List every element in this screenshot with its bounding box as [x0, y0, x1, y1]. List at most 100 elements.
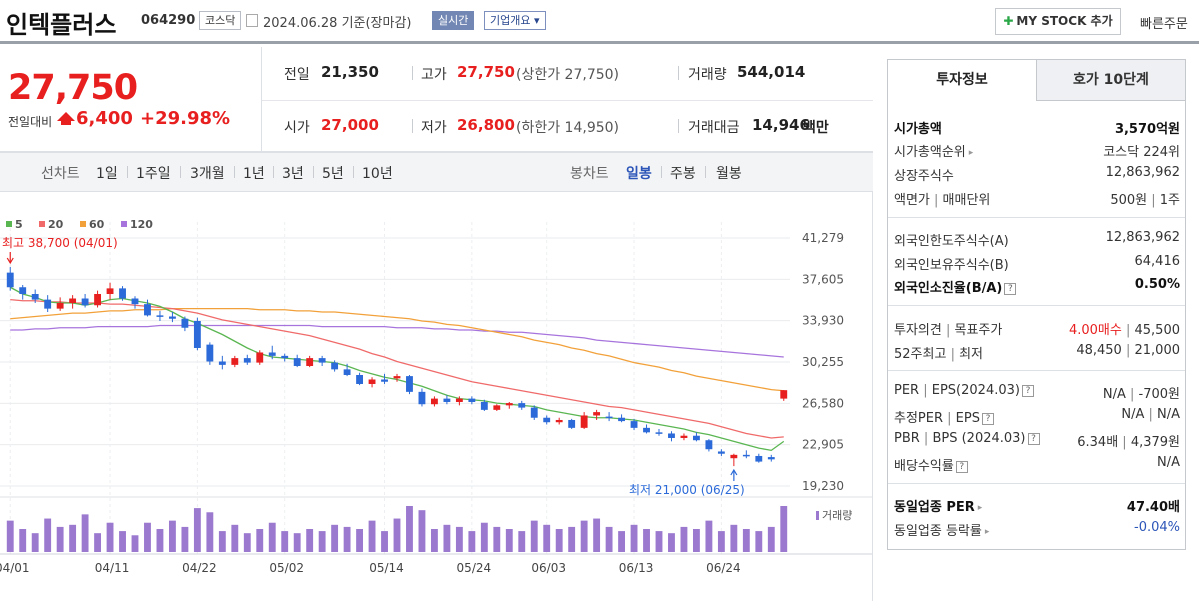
y-tick-label: 26,580 — [802, 396, 844, 410]
open-value: 27,000 — [321, 116, 379, 134]
help-icon[interactable]: ? — [1027, 433, 1040, 445]
w52-high-label: 52주최고 — [894, 347, 947, 362]
divider — [678, 66, 679, 80]
tab-5y[interactable]: 5년 — [322, 166, 344, 182]
opinion-value: 4.00매수 — [1068, 323, 1122, 338]
divider — [412, 119, 413, 133]
y-tick-label: 30,255 — [802, 355, 844, 369]
volume-bar — [243, 533, 251, 552]
candle-body — [555, 419, 563, 423]
y-tick-label: 19,230 — [802, 479, 844, 493]
plus-icon: ✚ — [1003, 14, 1014, 28]
volume-bar — [231, 524, 239, 552]
x-tick-label: 04/01 — [0, 561, 30, 575]
candle-body — [455, 398, 463, 402]
x-tick-label: 05/02 — [269, 561, 304, 575]
volume-bar — [31, 533, 39, 552]
x-tick-label: 05/14 — [369, 561, 404, 575]
candle-body — [518, 403, 526, 408]
sector-per-label: 동일업종 PER — [894, 500, 975, 515]
company-info-button[interactable]: 기업개요 ▾ — [484, 11, 546, 30]
candle-body — [231, 358, 239, 365]
tab-daily[interactable]: 일봉 — [626, 166, 652, 182]
triangle-right-icon: ▸ — [984, 527, 990, 537]
volume-bar — [393, 518, 401, 552]
help-icon[interactable]: ? — [1004, 283, 1017, 295]
tab-1w[interactable]: 1주일 — [136, 166, 171, 182]
volume-bar — [518, 531, 526, 552]
tab-monthly[interactable]: 월봉 — [716, 166, 742, 182]
volume-bar — [780, 506, 788, 552]
price-chart: 41,279 37,605 33,930 30,255 26,580 22,905 19,2… — [0, 192, 873, 601]
volume-bar — [356, 529, 364, 552]
candle-body — [268, 352, 276, 356]
tab-3m[interactable]: 3개월 — [190, 166, 225, 182]
candle-body — [69, 298, 77, 304]
mcap-rank-row[interactable]: 시가총액순위 ▸ 코스닥 224위 — [894, 141, 1180, 160]
candle-body — [418, 391, 426, 405]
tab-separator — [705, 166, 706, 178]
candle-body — [430, 398, 438, 405]
candle-body — [705, 440, 713, 450]
realtime-button[interactable]: 실시간 — [432, 11, 475, 30]
shares-row: 상장주식수 12,863,962 — [894, 165, 1180, 184]
stats-divider — [262, 100, 873, 101]
candle-body — [306, 358, 314, 366]
candle-body — [530, 407, 538, 418]
volume-legend-label: 거래량 — [822, 509, 852, 522]
candle-chart-label: 봉차트 — [570, 166, 609, 182]
quick-order-link[interactable]: 빠른주문 — [1140, 17, 1188, 32]
sector-per-row[interactable]: 동일업종 PER ▸ 47.40배 — [894, 496, 1180, 515]
candle-body — [144, 304, 151, 316]
par-row: 액면가 | 매매단위 500원 | 1주 — [894, 193, 1180, 208]
mcap-value: 3,570억원 — [1114, 122, 1180, 137]
candle-body — [44, 299, 52, 309]
dividend-label: 배당수익률 — [894, 459, 954, 474]
volume-bar — [468, 531, 476, 552]
tab-invest-info[interactable]: 투자정보 — [887, 59, 1037, 101]
volume-bar — [343, 526, 351, 552]
x-tick-label: 06/03 — [531, 561, 566, 575]
mystock-add-button[interactable]: ✚ MY STOCK 추가 — [995, 8, 1121, 35]
help-icon[interactable]: ? — [981, 413, 994, 425]
volume-bar — [193, 508, 201, 552]
candle-body — [730, 454, 738, 459]
candle-body — [618, 417, 626, 422]
candlestick-chart-svg: 41,279 37,605 33,930 30,255 26,580 22,905 19,2… — [0, 218, 872, 575]
candle-body — [443, 398, 451, 402]
pbr-label: PBR — [894, 431, 920, 446]
sector-rate-label: 동일업종 등락률 — [894, 524, 982, 539]
help-icon[interactable]: ? — [955, 461, 968, 473]
tab-separator — [234, 166, 235, 178]
high-label: 고가 — [421, 67, 447, 83]
tab-1y[interactable]: 1년 — [243, 166, 265, 182]
volume-bar — [381, 531, 388, 552]
volume-bar — [268, 522, 276, 552]
tab-10y[interactable]: 10년 — [362, 166, 393, 182]
panel-divider — [888, 305, 1185, 306]
sector-rate-value: -0.04% — [1134, 520, 1180, 535]
tab-3y[interactable]: 3년 — [282, 166, 304, 182]
pbr-row: PBR | BPS (2024.03)? 6.34배 | 4,379원 — [894, 431, 1180, 450]
volume-bar — [555, 529, 563, 552]
sector-rate-row[interactable]: 동일업종 등락률 ▸ -0.04% — [894, 520, 1180, 539]
tab-weekly[interactable]: 주봉 — [670, 166, 696, 182]
help-icon[interactable]: ? — [1021, 385, 1034, 397]
candle-body — [368, 379, 376, 384]
candle-body — [206, 344, 214, 362]
legend-label-60: 60 — [89, 218, 105, 231]
tab-1d[interactable]: 1일 — [96, 166, 118, 182]
volume-bar — [293, 533, 301, 552]
volume-bar — [630, 524, 638, 552]
volume-value: 544,014 — [737, 63, 806, 81]
invest-info-panel — [887, 100, 1186, 550]
tab-orderbook[interactable]: 호가 10단계 — [1036, 59, 1186, 101]
volume-bar — [505, 529, 513, 552]
base-date: 2024.06.28 기준(장마감) — [263, 16, 412, 31]
tab-separator — [353, 166, 354, 178]
volume-bar — [19, 529, 27, 552]
current-price: 27,750 — [8, 68, 138, 108]
change-percent: +29.98% — [140, 108, 231, 129]
candle-body — [643, 427, 650, 433]
upper-limit: (상한가 27,750) — [516, 67, 620, 83]
